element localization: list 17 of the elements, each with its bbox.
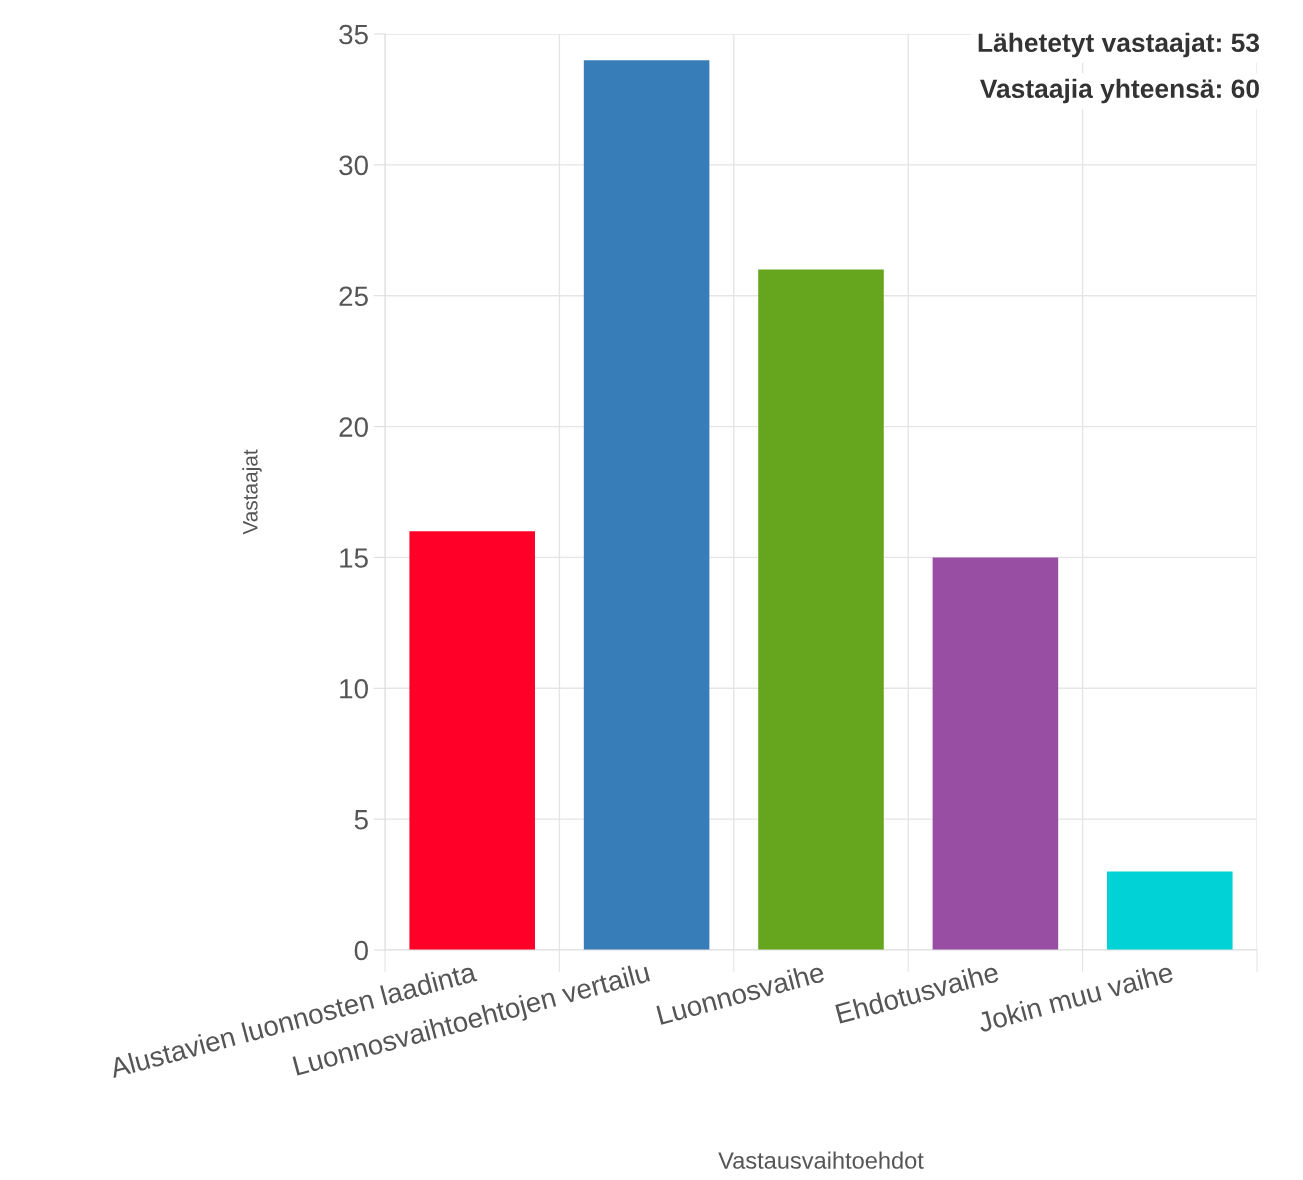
x-axis-title: Vastausvaihtoehdot — [718, 1151, 924, 1169]
y-tick-label: 30 — [339, 155, 368, 176]
bar — [583, 60, 710, 950]
y-tick-label: 35 — [339, 24, 368, 45]
bar — [409, 531, 535, 950]
y-tick-label: 5 — [354, 810, 368, 830]
y-tick-label: 10 — [340, 678, 368, 699]
y-axis-title: Vastaajat — [242, 449, 262, 535]
bar — [758, 269, 884, 950]
y-tick-label: 25 — [339, 286, 368, 307]
annotation: Vastaajia yhteensä: 60 — [980, 78, 1259, 104]
bar — [1107, 871, 1233, 950]
y-tick-label: 0 — [354, 940, 368, 961]
y-tick-label: 20 — [339, 417, 368, 437]
bar — [932, 557, 1059, 950]
y-tick-label: 15 — [340, 548, 368, 568]
annotation: Lähetetyt vastaajat: 53 — [978, 32, 1260, 58]
